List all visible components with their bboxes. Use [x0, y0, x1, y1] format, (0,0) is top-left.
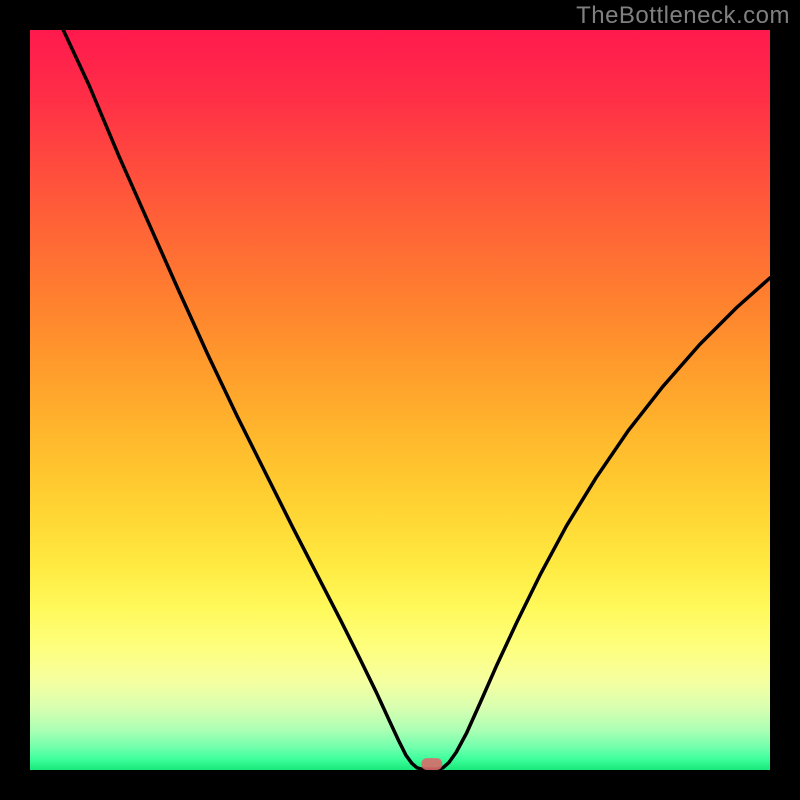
chart-svg	[30, 30, 770, 770]
watermark-text: TheBottleneck.com	[576, 2, 790, 30]
optimum-marker	[421, 758, 442, 770]
plot-area	[30, 30, 770, 770]
chart-background	[30, 30, 770, 770]
